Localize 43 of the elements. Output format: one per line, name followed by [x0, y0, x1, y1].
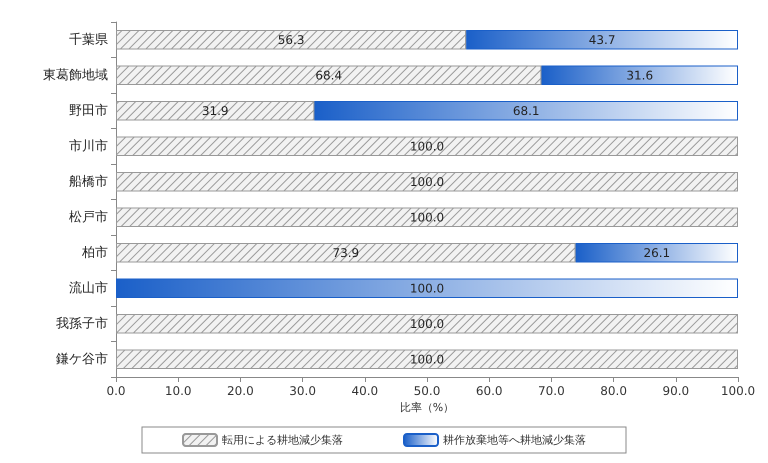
x-tick-label: 60.0 [476, 384, 503, 398]
x-tick-label: 50.0 [414, 384, 440, 398]
y-tick-label: 船橋市 [69, 174, 108, 190]
x-tick-label: 100.0 [720, 384, 756, 398]
data-label: 56.3 [278, 32, 304, 47]
data-label: 43.7 [588, 32, 616, 47]
x-tick-label: 20.0 [227, 384, 254, 398]
y-tick-label: 千葉県 [69, 32, 108, 48]
data-label: 68.4 [315, 68, 342, 82]
x-tick-label: 30.0 [289, 384, 316, 398]
y-tick-label: 鎌ケ谷市 [56, 352, 108, 367]
x-tick-label: 0.0 [106, 384, 126, 398]
bar [466, 30, 738, 50]
data-label: 26.1 [643, 246, 670, 260]
data-label: 100.0 [410, 281, 444, 296]
y-tick-label: 我孫子市 [56, 316, 108, 332]
legend-label: 転用による耕地減少集落 [222, 434, 343, 446]
bar [116, 278, 738, 298]
bar [541, 65, 738, 86]
x-tick-label: 70.0 [538, 384, 565, 398]
y-tick-label: 松戸市 [69, 210, 108, 225]
x-tick-label: 80.0 [600, 384, 627, 398]
legend-label: 耕作放棄地等へ耕地減少集落 [443, 434, 586, 446]
data-label: 100.0 [410, 316, 444, 331]
y-tick-label: 東葛飾地域 [43, 68, 108, 83]
data-label: 100.0 [410, 210, 444, 224]
bar [576, 242, 738, 263]
y-tick-label: 流山市 [69, 280, 108, 296]
y-tick-label: 市川市 [69, 138, 108, 154]
y-tick-label: 野田市 [69, 103, 108, 118]
x-tick-label: 10.0 [164, 384, 192, 398]
bar [314, 100, 738, 121]
data-label: 73.9 [332, 246, 360, 260]
data-label: 31.9 [202, 104, 229, 118]
data-label: 100.0 [410, 352, 444, 366]
y-tick-label: 柏市 [81, 245, 108, 260]
data-label: 100.0 [410, 139, 444, 154]
x-tick-label: 40.0 [351, 384, 378, 398]
data-label: 68.1 [512, 104, 540, 118]
data-label: 31.6 [626, 68, 654, 82]
x-tick-label: 90.0 [662, 384, 690, 398]
x-axis-title: 比率（%） [400, 400, 454, 414]
data-label: 100.0 [410, 174, 444, 189]
